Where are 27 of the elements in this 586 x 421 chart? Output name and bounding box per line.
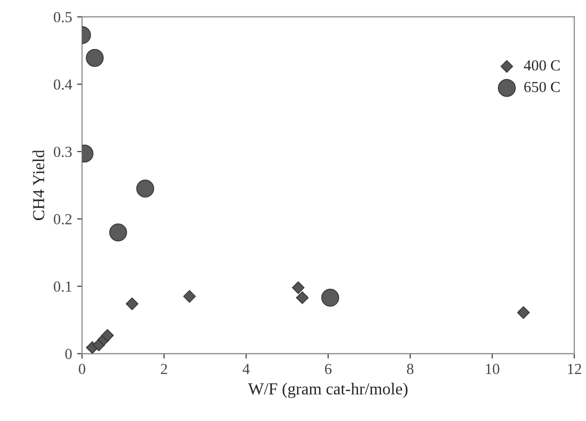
point <box>109 223 128 242</box>
y-tick-label: 0.4 <box>54 79 72 90</box>
legend-label: 650 C <box>524 82 560 92</box>
y-tick-label: 0 <box>65 348 72 360</box>
x-axis-title: W/F (gram cat-hr/mole) <box>248 382 408 398</box>
point <box>517 306 530 319</box>
x-tick-label: 12 <box>568 364 582 374</box>
y-tick-label: 0.1 <box>54 281 72 292</box>
x-tick-label: 8 <box>406 364 414 374</box>
point <box>126 297 138 310</box>
point <box>136 180 154 198</box>
point <box>86 49 104 67</box>
y-tick-label: 0.2 <box>54 214 72 224</box>
y-axis-title: CH4 Yield <box>32 150 44 220</box>
point <box>101 329 114 342</box>
point <box>321 288 340 307</box>
x-tick-label: 6 <box>324 364 332 374</box>
x-tick-label: 4 <box>242 364 250 374</box>
legend-label: 400 C <box>524 60 560 71</box>
point <box>296 291 309 304</box>
x-tick-label: 10 <box>486 364 500 374</box>
x-tick-label: 0 <box>78 364 86 374</box>
point <box>183 290 196 303</box>
x-tick-label: 2 <box>160 364 168 374</box>
y-tick-label: 0.3 <box>54 146 72 158</box>
point <box>292 281 305 294</box>
y-tick-label: 0.5 <box>54 12 72 22</box>
